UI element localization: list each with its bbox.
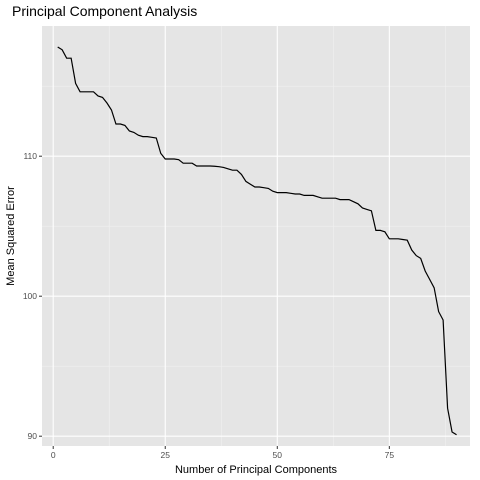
- y-tick-label: 100: [23, 291, 37, 301]
- mse-series-line: [57, 46, 457, 436]
- chart-title: Principal Component Analysis: [12, 3, 197, 19]
- x-tick-label: 50: [273, 450, 283, 460]
- y-axis-title: Mean Squared Error: [5, 186, 17, 286]
- x-axis-title: Number of Principal Components: [175, 464, 338, 476]
- y-tick-label: 90: [28, 431, 38, 441]
- y-axis-ticks: 90 100 110: [23, 151, 42, 441]
- y-tick-label: 110: [23, 151, 37, 161]
- x-tick-label: 25: [161, 450, 171, 460]
- major-gridlines: [42, 26, 470, 446]
- plot-panel: [42, 26, 470, 446]
- x-axis-ticks: 0 25 50 75: [51, 446, 394, 460]
- x-tick-label: 75: [385, 450, 395, 460]
- minor-gridlines: [42, 26, 470, 446]
- x-tick-label: 0: [51, 450, 56, 460]
